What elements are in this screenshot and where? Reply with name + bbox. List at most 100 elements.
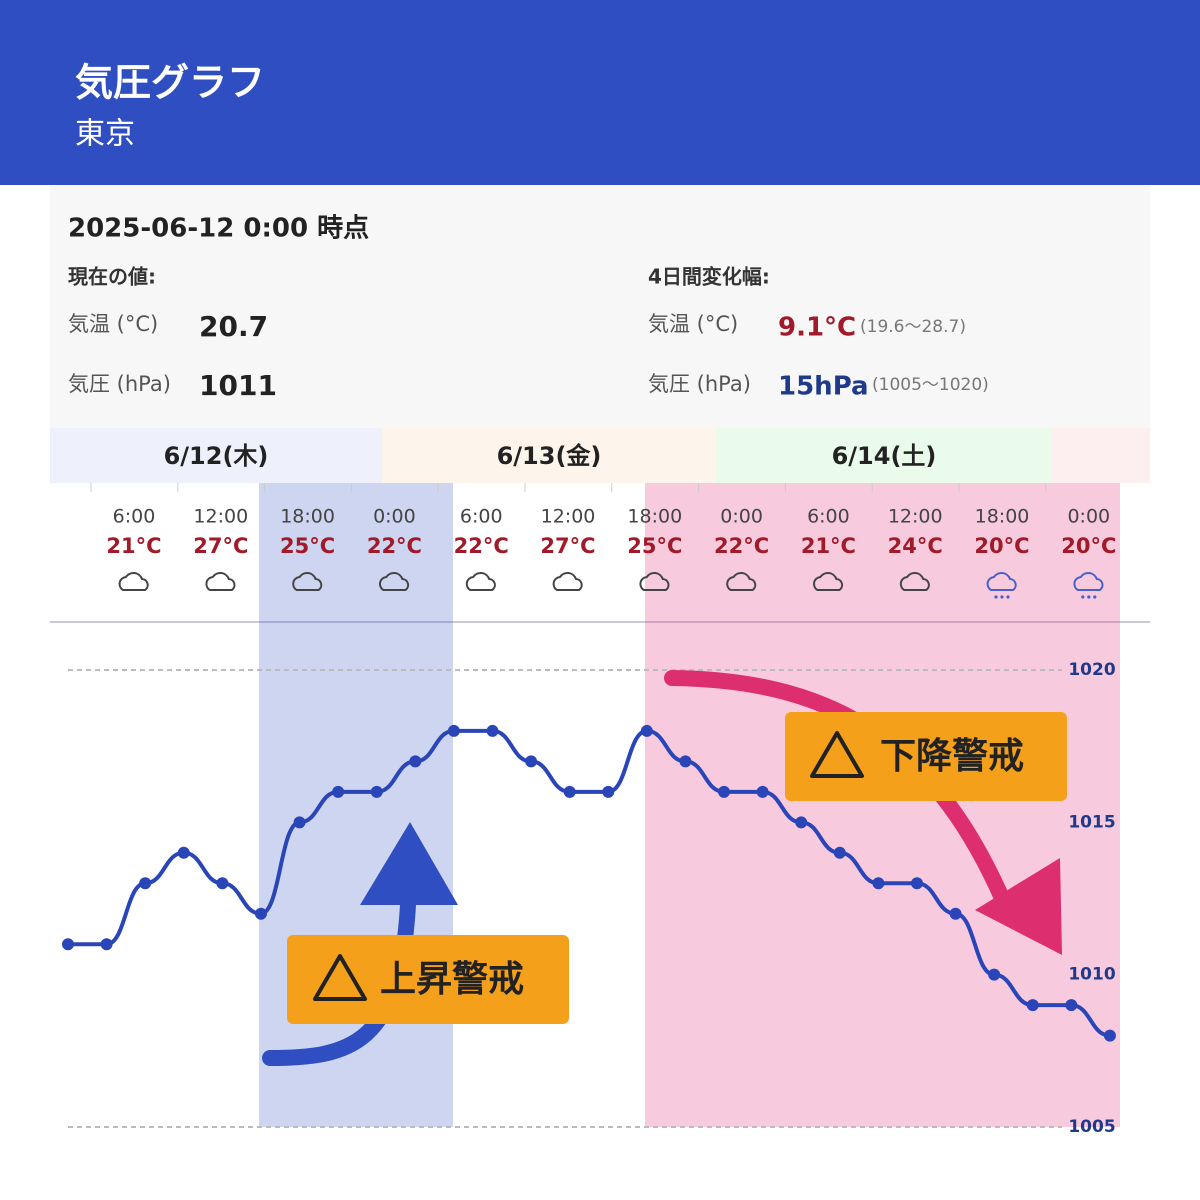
time: 12:00 bbox=[541, 506, 596, 528]
temp: 22°C bbox=[454, 534, 509, 558]
weather-icon bbox=[552, 572, 583, 591]
temp: 25°C bbox=[627, 534, 682, 558]
day-cell bbox=[716, 428, 1052, 483]
temp: 21°C bbox=[801, 534, 856, 558]
pressure-point bbox=[795, 816, 808, 829]
label: 気圧 (hPa) bbox=[68, 372, 171, 396]
day-label: 6/14(土) bbox=[832, 442, 937, 470]
pressure-point bbox=[525, 755, 538, 768]
pressure-point bbox=[486, 724, 499, 737]
y-tick-label: 1015 bbox=[1068, 812, 1115, 832]
pressure-point bbox=[293, 816, 306, 829]
weather-icon bbox=[986, 572, 1017, 591]
page-title: 気圧グラフ bbox=[75, 61, 265, 105]
current-heading: 現在の値: bbox=[68, 265, 156, 289]
fall-arrow-head bbox=[975, 858, 1062, 955]
pressure-point bbox=[1065, 999, 1078, 1012]
temp: 22°C bbox=[367, 534, 422, 558]
rain-drop bbox=[1006, 595, 1010, 599]
warning-icon bbox=[313, 954, 367, 1001]
time: 12:00 bbox=[193, 506, 248, 528]
weather-icon bbox=[726, 572, 757, 591]
pressure-point bbox=[177, 846, 190, 859]
time: 12:00 bbox=[888, 506, 943, 528]
pressure-point bbox=[949, 907, 962, 920]
value: 15hPa bbox=[778, 372, 869, 402]
rain-drop bbox=[1087, 595, 1091, 599]
pressure-point bbox=[254, 907, 267, 920]
day-strip: 6/12(木) 6/13(金) 6/14(土) 6/15( bbox=[50, 428, 1200, 483]
pressure-point bbox=[370, 785, 383, 798]
day-label: 6/15( bbox=[1184, 442, 1200, 470]
pressure-point bbox=[332, 785, 345, 798]
time: 6:00 bbox=[113, 506, 156, 528]
info-panel bbox=[50, 185, 1150, 428]
rain-drop bbox=[994, 595, 998, 599]
pressure-point bbox=[756, 785, 769, 798]
range-heading: 4日間変化幅: bbox=[648, 265, 770, 289]
span: (19.6〜28.7) bbox=[860, 317, 966, 337]
page-subtitle: 東京 bbox=[75, 117, 135, 152]
y-tick-label: 1020 bbox=[1068, 660, 1115, 680]
temp: 27°C bbox=[193, 534, 248, 558]
fall-badge bbox=[785, 712, 1067, 801]
rise-zone bbox=[259, 483, 453, 1127]
day-cell bbox=[1052, 428, 1150, 483]
weather-icon bbox=[812, 572, 844, 591]
time: 18:00 bbox=[280, 506, 335, 528]
temp: 25°C bbox=[280, 534, 335, 558]
weather-icon bbox=[639, 572, 670, 591]
fall-label: 下降警戒 bbox=[880, 736, 1024, 777]
pressure-point bbox=[602, 785, 615, 798]
time: 0:00 bbox=[373, 506, 416, 528]
pressure-point bbox=[216, 877, 229, 890]
time: 18:00 bbox=[627, 506, 682, 528]
time: 6:00 bbox=[807, 506, 850, 528]
rise-arrow-head bbox=[360, 822, 458, 905]
pressure-point bbox=[679, 755, 692, 768]
weather-icon bbox=[292, 572, 323, 591]
temp: 22°C bbox=[714, 534, 769, 558]
time: 18:00 bbox=[975, 506, 1030, 528]
pressure-point bbox=[62, 938, 74, 951]
day-label: 6/13(金) bbox=[497, 442, 602, 470]
pressure-point bbox=[640, 724, 653, 737]
temp: 20°C bbox=[1061, 534, 1116, 558]
timestamp: 2025-06-12 0:00 時点 bbox=[68, 213, 369, 244]
pressure-point bbox=[988, 968, 1001, 981]
pressure-point bbox=[833, 846, 846, 859]
span: (1005〜1020) bbox=[872, 375, 989, 395]
pressure-point bbox=[872, 877, 885, 890]
rise-badge bbox=[287, 935, 569, 1024]
time: 0:00 bbox=[720, 506, 763, 528]
day-cell bbox=[50, 428, 382, 483]
weather-icon bbox=[378, 572, 410, 591]
rain-drop bbox=[1093, 595, 1097, 599]
pressure-point bbox=[139, 877, 152, 890]
pressure-point bbox=[563, 785, 576, 798]
rain-drop bbox=[1081, 595, 1085, 599]
label: 気圧 (hPa) bbox=[648, 372, 751, 396]
y-tick-label: 1005 bbox=[1068, 1117, 1115, 1137]
pressure-point bbox=[100, 938, 113, 951]
weather-icon bbox=[118, 572, 149, 591]
weather-icon bbox=[465, 572, 496, 591]
label: 気温 (°C) bbox=[648, 312, 738, 336]
rain-drop bbox=[1000, 595, 1004, 599]
label: 気温 (°C) bbox=[68, 312, 158, 336]
chart: 1005 1010 1015 1020 bbox=[62, 660, 1116, 1137]
weather-icon bbox=[899, 572, 930, 591]
value: 9.1°C bbox=[778, 313, 856, 343]
value: 1011 bbox=[199, 369, 277, 402]
temp: 24°C bbox=[888, 534, 943, 558]
time: 6:00 bbox=[460, 506, 503, 528]
y-tick-label: 1010 bbox=[1068, 965, 1115, 985]
pressure-point bbox=[409, 755, 422, 768]
forecast: 6:00 21°C 12:00 27°C 18:00 25°C 0:00 22°C 6:00 22… bbox=[90, 483, 1116, 599]
rise-label: 上昇警戒 bbox=[380, 959, 524, 1000]
pressure-point bbox=[910, 877, 923, 890]
fall-zone bbox=[645, 483, 1120, 1127]
weather-icon bbox=[205, 572, 236, 591]
time: 0:00 bbox=[1067, 506, 1110, 528]
